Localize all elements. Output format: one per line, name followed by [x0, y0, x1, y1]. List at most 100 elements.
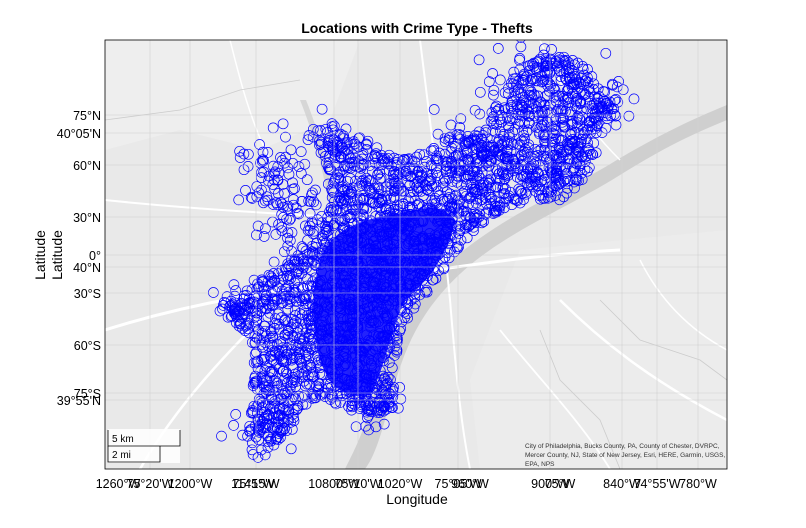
- theft-marker: [320, 157, 332, 169]
- x-tick-label: 1200°W: [168, 477, 213, 491]
- theft-marker: [345, 162, 356, 174]
- theft-marker: [315, 138, 327, 150]
- theft-marker: [554, 194, 565, 206]
- theft-marker: [257, 146, 269, 158]
- theft-marker: [361, 180, 372, 192]
- theft-marker: [256, 402, 268, 413]
- theft-marker: [228, 301, 240, 313]
- theft-marker: [425, 175, 436, 187]
- theft-marker: [555, 135, 567, 147]
- theft-marker: [281, 342, 293, 354]
- attribution-line: EPA, NPS: [525, 461, 555, 468]
- theft-marker: [545, 107, 557, 119]
- theft-marker: [302, 310, 313, 321]
- theft-marker: [485, 148, 497, 160]
- theft-marker: [443, 172, 455, 184]
- theft-marker: [297, 242, 309, 254]
- theft-marker: [322, 137, 334, 149]
- theft-marker: [262, 442, 274, 453]
- theft-marker: [414, 171, 426, 183]
- theft-marker: [414, 148, 426, 160]
- theft-marker: [534, 53, 546, 65]
- theft-marker: [406, 156, 418, 167]
- theft-marker: [302, 134, 314, 146]
- theft-marker: [508, 66, 520, 78]
- y-tick-label: 30°S: [74, 287, 101, 301]
- theft-marker: [280, 151, 292, 163]
- basemap: [105, 40, 727, 469]
- theft-marker: [481, 155, 493, 167]
- theft-marker: [374, 167, 385, 178]
- theft-marker: [546, 57, 558, 69]
- theft-marker: [242, 161, 254, 172]
- theft-marker: [266, 365, 278, 377]
- theft-marker: [372, 181, 384, 193]
- theft-marker: [519, 170, 530, 182]
- theft-marker: [543, 181, 555, 193]
- theft-marker: [230, 409, 242, 420]
- theft-marker: [251, 229, 262, 241]
- theft-marker: [269, 166, 281, 178]
- theft-marker: [572, 57, 584, 69]
- theft-marker: [291, 404, 302, 416]
- theft-marker: [271, 433, 282, 445]
- theft-marker: [225, 311, 237, 323]
- theft-marker: [263, 299, 275, 310]
- theft-marker: [258, 231, 270, 242]
- attribution-line: Mercer County, NJ, State of New Jersey, …: [525, 452, 725, 459]
- theft-marker: [319, 227, 331, 239]
- theft-marker: [454, 133, 466, 145]
- theft-marker: [518, 129, 530, 141]
- theft-marker: [327, 137, 339, 149]
- theft-marker: [512, 87, 524, 98]
- theft-marker: [487, 113, 499, 125]
- theft-marker: [545, 167, 557, 179]
- theft-marker: [473, 54, 485, 66]
- theft-marker: [272, 188, 284, 199]
- theft-marker: [342, 183, 353, 195]
- theft-marker: [488, 141, 500, 153]
- theft-marker: [258, 155, 269, 167]
- theft-marker: [589, 112, 600, 124]
- theft-marker: [568, 156, 580, 168]
- theft-marker: [273, 428, 285, 439]
- theft-marker: [477, 151, 489, 162]
- theft-marker: [330, 398, 342, 410]
- theft-marker: [423, 185, 434, 197]
- theft-marker: [521, 126, 533, 138]
- theft-marker: [628, 93, 640, 105]
- theft-marker: [514, 197, 526, 209]
- theft-marker: [530, 157, 542, 168]
- theft-marker: [569, 78, 581, 90]
- theft-marker: [273, 218, 284, 230]
- theft-marker: [262, 436, 274, 447]
- theft-marker: [276, 297, 287, 309]
- theft-marker: [251, 383, 263, 395]
- theft-marker: [301, 323, 313, 334]
- theft-marker: [363, 410, 374, 421]
- theft-marker: [252, 278, 263, 290]
- theft-marker: [264, 385, 276, 396]
- theft-marker: [296, 195, 308, 207]
- theft-marker: [265, 270, 277, 282]
- theft-marker: [252, 452, 264, 463]
- theft-marker: [375, 185, 387, 196]
- theft-marker: [567, 72, 578, 84]
- theft-marker: [554, 52, 565, 63]
- theft-marker: [287, 183, 299, 195]
- theft-marker: [372, 168, 384, 180]
- theft-marker: [596, 101, 608, 112]
- theft-marker: [553, 133, 565, 144]
- theft-marker: [354, 403, 365, 415]
- theft-marker: [582, 63, 593, 75]
- theft-marker: [353, 155, 364, 167]
- theft-marker: [316, 103, 328, 115]
- theft-marker: [285, 443, 297, 455]
- theft-marker: [446, 176, 458, 187]
- theft-marker: [380, 380, 391, 391]
- theft-marker: [555, 178, 567, 189]
- theft-marker: [557, 161, 568, 173]
- theft-marker: [391, 330, 403, 342]
- theft-marker: [391, 344, 402, 355]
- theft-marker: [286, 423, 298, 435]
